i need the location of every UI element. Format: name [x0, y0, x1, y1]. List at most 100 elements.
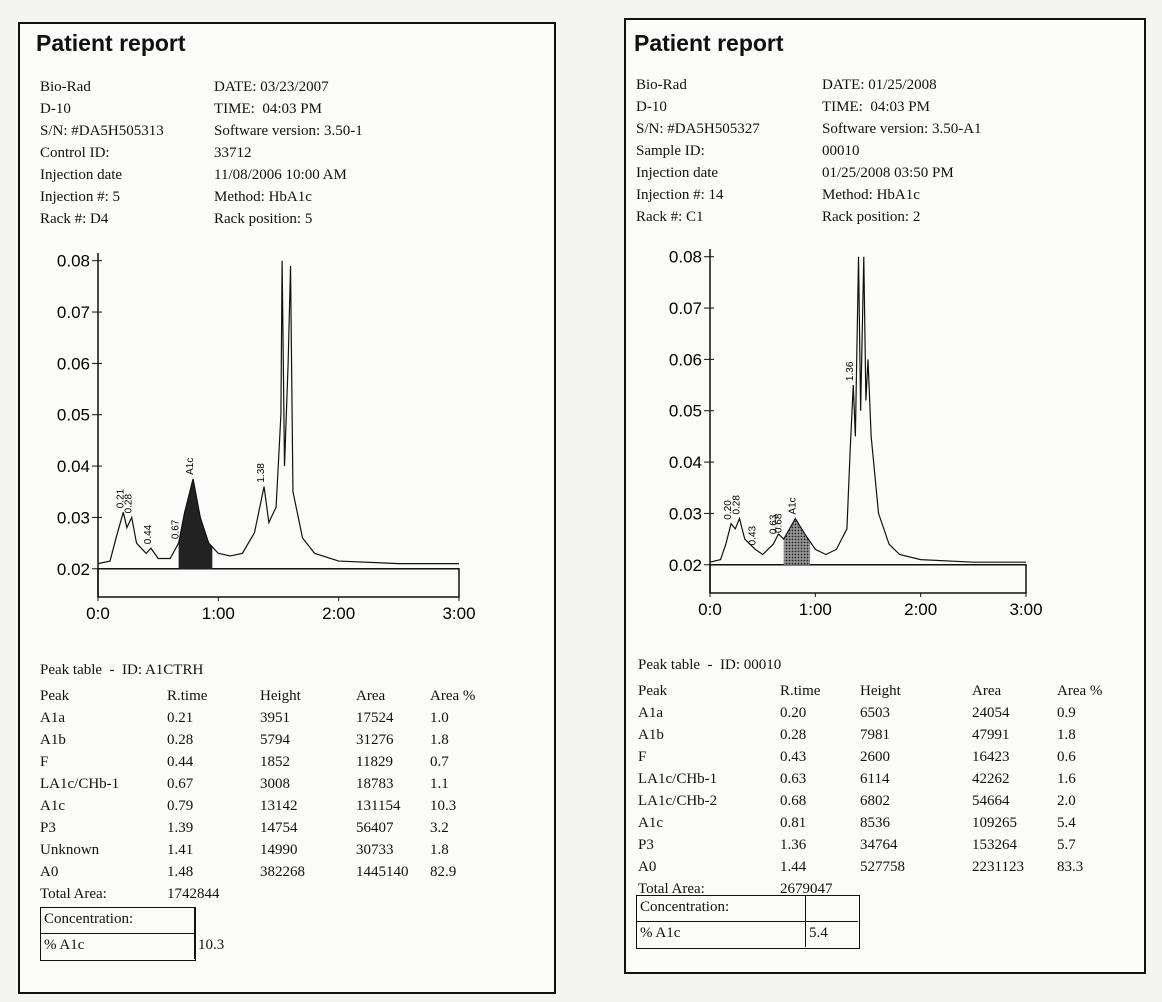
- cell: 56407: [356, 820, 394, 836]
- cell: 5.7: [1057, 837, 1076, 853]
- info-text: Injection date: [636, 165, 719, 181]
- info-text: Control ID:: [40, 145, 110, 161]
- chromatogram: 0.02 0.03 0.04 0.05 0.06 0.07 0.08 0:0 1:00 2:00 3…: [669, 248, 1043, 619]
- column-header: Peak: [40, 688, 70, 704]
- cell: 31276: [356, 732, 394, 748]
- cell: P3: [638, 837, 654, 853]
- cell: 0.6: [1057, 749, 1076, 765]
- cell: F: [40, 754, 49, 770]
- cell: 0.28: [780, 727, 807, 743]
- concentration-name: % A1c: [640, 925, 681, 941]
- cell: 1852: [260, 754, 290, 770]
- cell: 0.7: [430, 754, 449, 770]
- cell: 1.6: [1057, 771, 1076, 787]
- cell: 3008: [260, 776, 290, 792]
- info-text: Injection #: 14: [636, 187, 724, 203]
- info-text: TIME: 04:03 PM: [822, 99, 930, 115]
- total-value: 1742844: [167, 886, 220, 902]
- x-tick-label: 2:00: [322, 604, 355, 623]
- title: Patient report: [36, 30, 186, 56]
- report: Patient report Bio-Rad DATE: 03/23/2007 D-1…: [18, 22, 556, 994]
- cell: 0.20: [780, 705, 807, 721]
- divider: [636, 921, 858, 922]
- x-tick-label: 3:00: [1009, 600, 1042, 619]
- cell: 47991: [972, 727, 1010, 743]
- cell: 34764: [860, 837, 898, 853]
- info-text: Bio-Rad: [40, 79, 91, 95]
- concentration-box: [40, 907, 196, 961]
- info-text: 11/08/2006 10:00 AM: [214, 167, 347, 183]
- y-tick-label: 0.03: [57, 508, 90, 527]
- cell: LA1c/CHb-1: [638, 771, 718, 787]
- x-tick-label: 1:00: [202, 604, 235, 623]
- info-text: Injection date: [40, 167, 123, 183]
- info-text: S/N: #DA5H505327: [636, 121, 760, 137]
- baseline-box: [709, 564, 1027, 594]
- info-text: 01/25/2008 03:50 PM: [822, 165, 954, 181]
- cell: 2600: [860, 749, 890, 765]
- divider: [40, 933, 194, 934]
- concentration-label: Concentration:: [44, 911, 134, 927]
- shaded-peak: [178, 478, 213, 569]
- cell: 8536: [860, 815, 890, 831]
- peak-label: 0.28: [124, 494, 135, 514]
- column-header: R.time: [780, 683, 821, 699]
- cell: 0.9: [1057, 705, 1076, 721]
- peak-label: 1.36: [845, 361, 856, 381]
- info-text: Rack #: C1: [636, 209, 704, 225]
- cell: 54664: [972, 793, 1010, 809]
- info-text: D-10: [636, 99, 667, 115]
- trace: [709, 256, 1026, 563]
- concentration-value: 10.3: [198, 937, 225, 953]
- info-text: 00010: [822, 143, 860, 159]
- peak-label: 0.67: [171, 519, 182, 539]
- info-text: TIME: 04:03 PM: [214, 101, 322, 117]
- cell: 42262: [972, 771, 1010, 787]
- x-tick-label: 3:00: [442, 604, 475, 623]
- report: Patient report Bio-Rad DATE: 01/25/2008 D-1…: [624, 18, 1146, 974]
- cell: 0.67: [167, 776, 194, 792]
- cell: 1.8: [430, 842, 449, 858]
- peak-label: 0.21: [115, 488, 126, 508]
- peak-label: 0.68: [774, 513, 785, 533]
- y-tick-label: 0.06: [57, 354, 90, 373]
- info-text: Rack #: D4: [40, 211, 109, 227]
- title: Patient report: [634, 30, 784, 56]
- cell: 6503: [860, 705, 890, 721]
- info-text: Bio-Rad: [636, 77, 687, 93]
- trace: [97, 260, 459, 565]
- cell: 2231123: [972, 859, 1024, 875]
- column-header: Area: [972, 683, 1002, 699]
- cell: 0.28: [167, 732, 194, 748]
- info-text: Rack position: 2: [822, 209, 921, 225]
- peak-label: A1c: [787, 497, 798, 514]
- total-value: 2679047: [780, 881, 833, 897]
- concentration-name: % A1c: [44, 937, 85, 953]
- info-text: Rack position: 5: [214, 211, 313, 227]
- divider: [194, 907, 195, 959]
- info-text: Injection #: 5: [40, 189, 120, 205]
- peak-label: 0.28: [731, 495, 742, 515]
- cell: 382268: [260, 864, 305, 880]
- cell: 14990: [260, 842, 298, 858]
- y-tick-label: 0.07: [57, 303, 90, 322]
- cell: A1c: [40, 798, 65, 814]
- cell: 1.0: [430, 710, 449, 726]
- cell: 16423: [972, 749, 1010, 765]
- info-text: Software version: 3.50-A1: [822, 121, 982, 137]
- cell: 1.8: [430, 732, 449, 748]
- chromatogram: 0.02 0.03 0.04 0.05 0.06 0.07 0.08 0:0 1:00 2:00 3…: [57, 252, 476, 623]
- y-tick-label: 0.07: [669, 299, 702, 318]
- concentration-label: Concentration:: [640, 899, 730, 915]
- cell: 6114: [860, 771, 890, 787]
- cell: 1.48: [167, 864, 194, 880]
- cell: Unknown: [40, 842, 100, 858]
- x-tick-label: 0:0: [86, 604, 110, 623]
- cell: 1.44: [780, 859, 807, 875]
- x-tick-label: 2:00: [904, 600, 937, 619]
- cell: 131154: [356, 798, 401, 814]
- cell: 109265: [972, 815, 1017, 831]
- cell: 0.44: [167, 754, 194, 770]
- peak-label: 0.20: [723, 500, 734, 520]
- cell: A1a: [40, 710, 65, 726]
